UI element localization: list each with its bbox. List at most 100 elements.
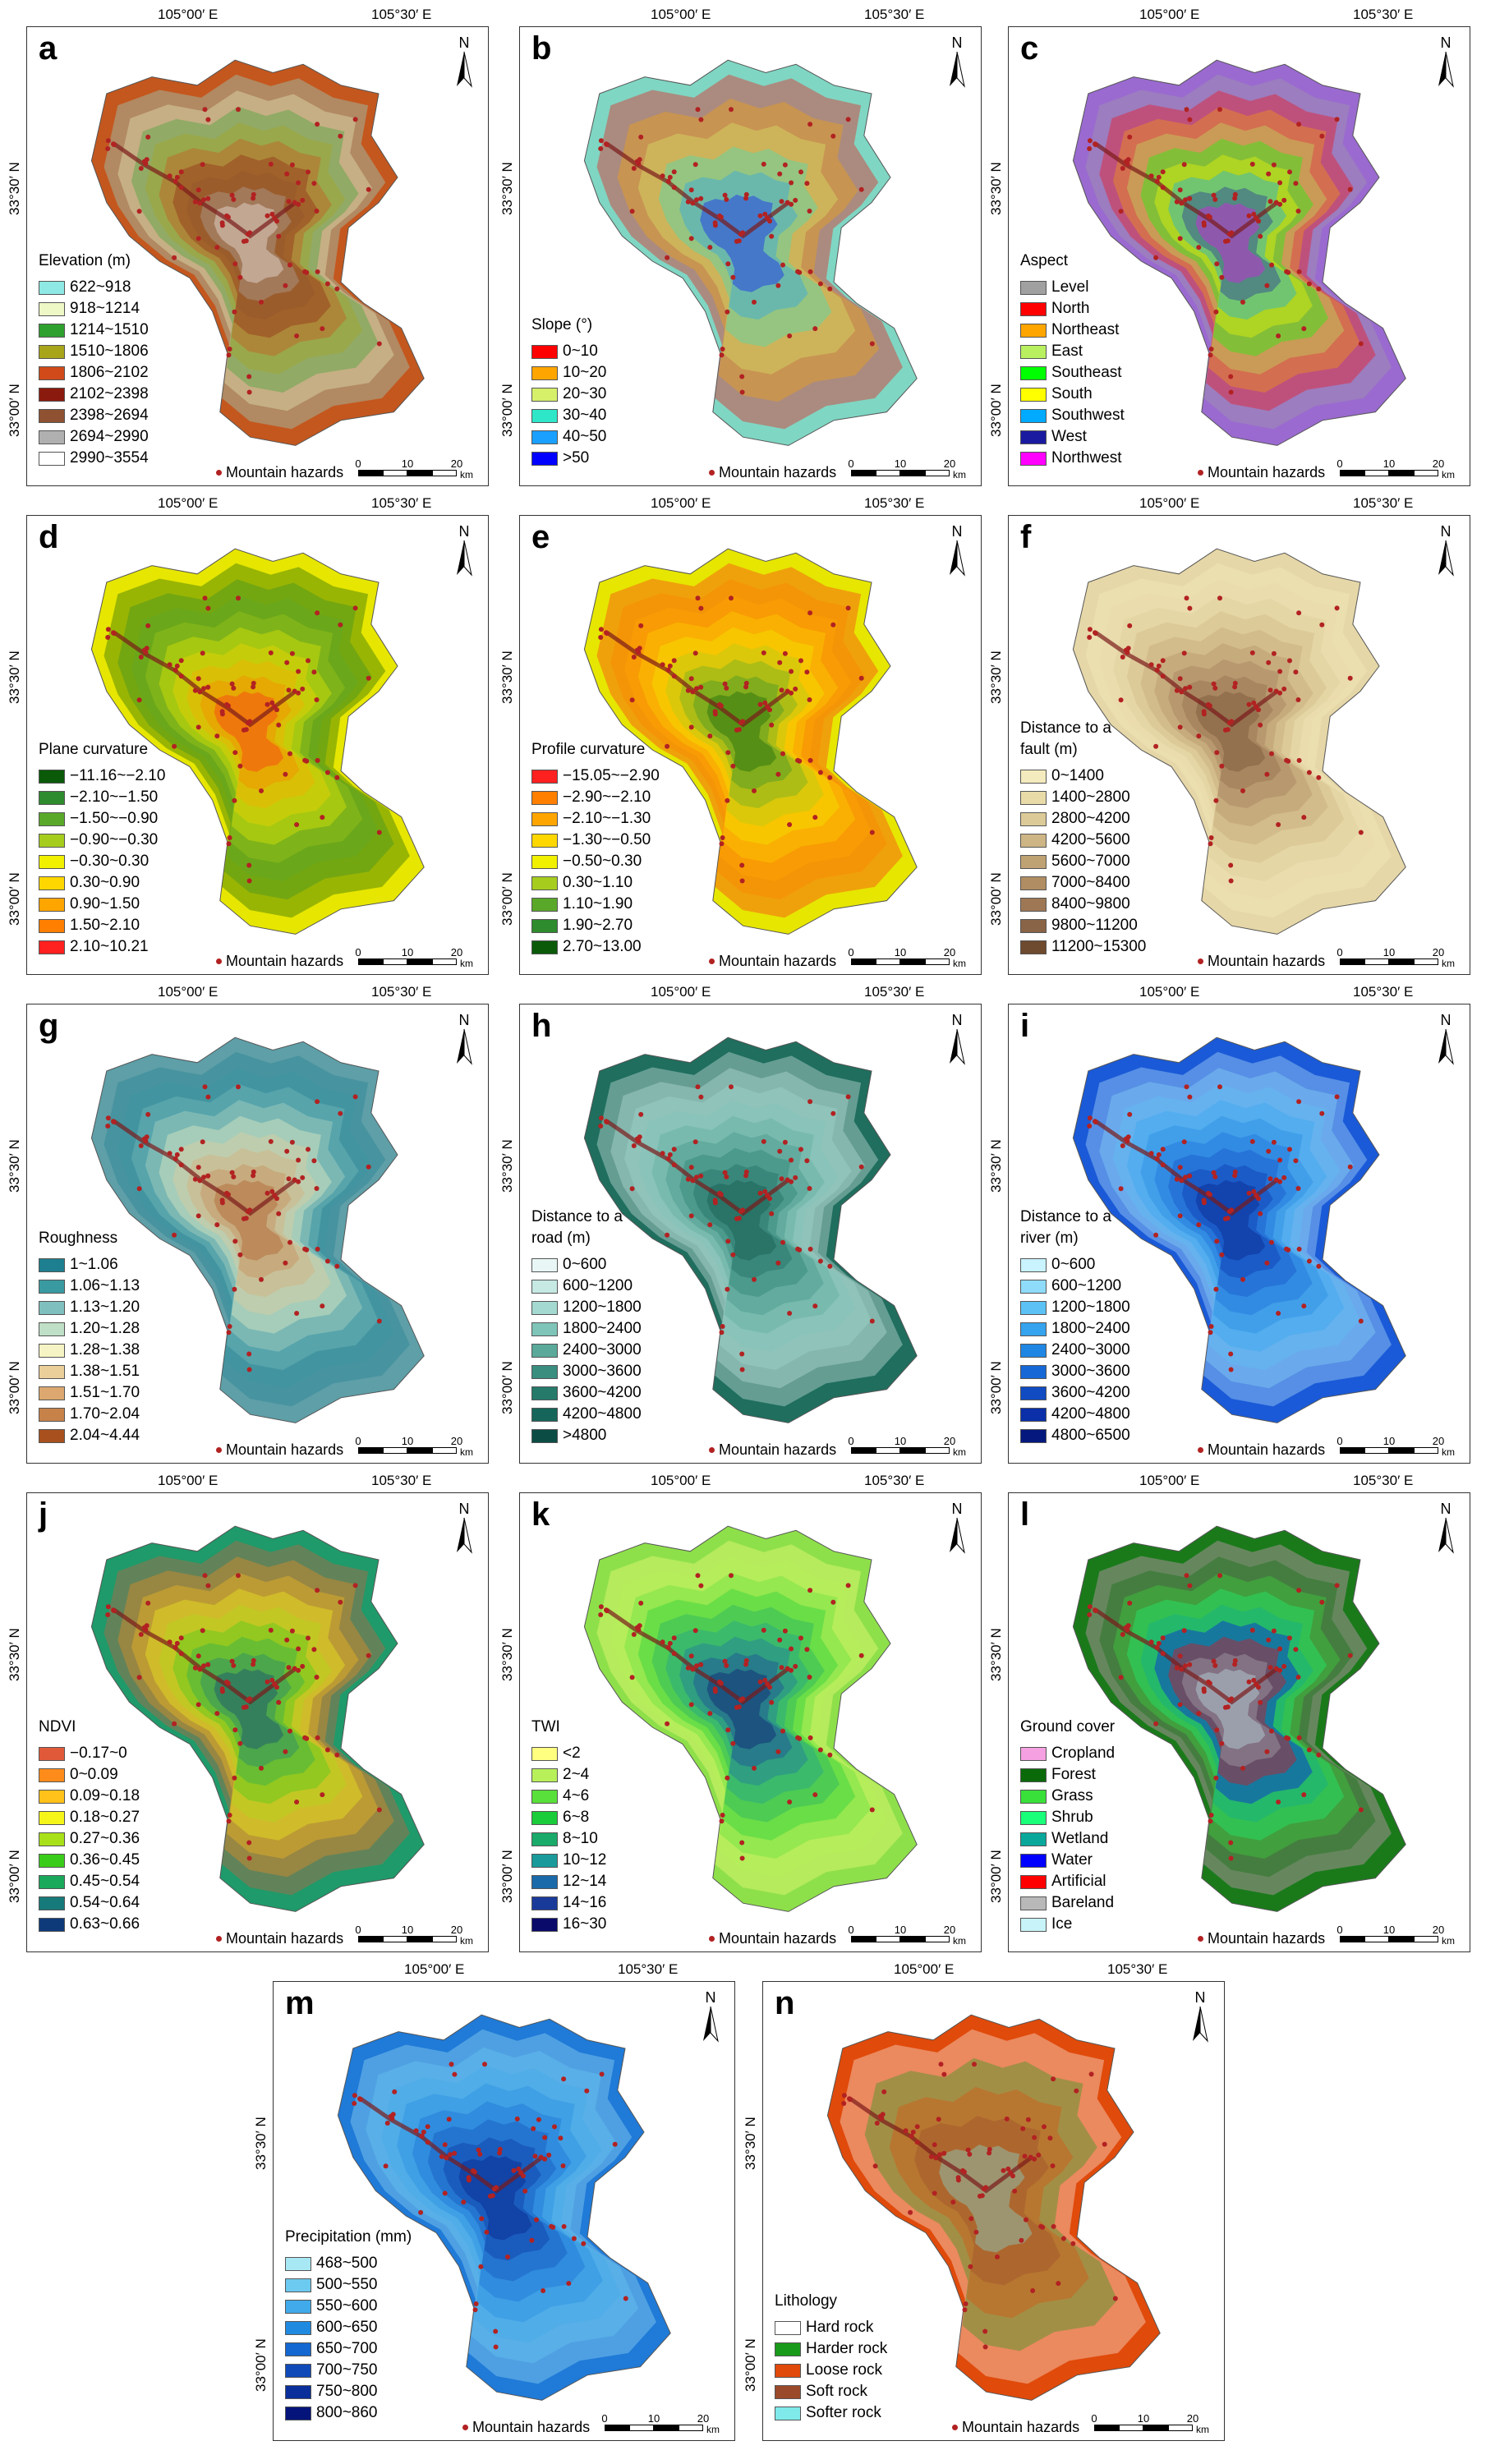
lat-label: 33°00′ N (7, 1361, 22, 1414)
hazard-point (1004, 2116, 1010, 2122)
scale-tick: 0 (355, 946, 361, 958)
scale-bar: 0 10 20 km (848, 946, 966, 971)
hazard-label: Mountain hazards (1208, 953, 1326, 969)
hazard-point (782, 162, 788, 168)
class-band (1099, 579, 1376, 900)
hazard-point (546, 2152, 552, 2158)
hazard-point (967, 2151, 973, 2157)
legend-item: 2990~3554 (39, 448, 149, 469)
hazard-point (604, 1607, 609, 1613)
legend-item: 550~600 (285, 2296, 412, 2317)
hazard-point (688, 1702, 694, 1708)
hazard-point (780, 751, 785, 756)
hazard-point (1264, 1260, 1270, 1266)
hazard-point (1229, 1207, 1235, 1213)
legend-swatch (531, 1917, 558, 1932)
north-label: N (951, 523, 963, 540)
legend-label: 1.28~1.38 (70, 1341, 140, 1358)
class-band (117, 90, 394, 411)
hazard-point (214, 733, 220, 739)
hazard-point (477, 2151, 483, 2157)
scale-tick: 0 (355, 457, 361, 470)
hazard-point (671, 1162, 677, 1168)
hazard-point (1153, 1232, 1159, 1238)
hazard-point (830, 1110, 836, 1116)
hazard-dot-icon (952, 2425, 958, 2430)
hazard-point (1087, 146, 1093, 151)
legend-label: Shrub (1051, 1809, 1093, 1826)
study-area-map (90, 548, 425, 935)
legend-item: Hard rock (775, 2317, 887, 2338)
hazard-point (201, 197, 206, 203)
hazard-point (1319, 1110, 1325, 1116)
hazard-point (324, 1258, 330, 1264)
hazard-point (1281, 1175, 1287, 1180)
class-band (1113, 595, 1360, 881)
scale-tick: 10 (401, 1435, 414, 1447)
panel-label: n (775, 1985, 795, 2021)
scale-bar: 0 10 20 km (848, 1435, 966, 1460)
legend-label: >4800 (563, 1427, 607, 1444)
hazard-point (724, 196, 729, 202)
hazard-point (581, 2241, 587, 2246)
hazard-point (667, 663, 673, 669)
hazard-point (274, 218, 279, 224)
hazard-point (478, 2264, 484, 2269)
hazard-point (807, 1588, 813, 1593)
legend-item: 500~550 (285, 2274, 412, 2296)
hazard-point (449, 2062, 454, 2067)
north-arrow-icon: N (943, 35, 971, 93)
hazard-point (479, 2216, 485, 2222)
class-band (1113, 1083, 1360, 1370)
lon-label: 105°00′ E (1139, 984, 1200, 1000)
legend-label: 0.09~0.18 (70, 1787, 140, 1804)
map-panel-c: c N Aspect Level North Northeast East Southeast… (1008, 26, 1470, 486)
hazard-point (1087, 635, 1093, 640)
scale-unit: km (460, 1935, 473, 1947)
legend-label: 7000~8400 (1051, 874, 1130, 891)
class-band (104, 1540, 410, 1896)
legend-swatch (775, 2320, 801, 2335)
hazard-point (105, 1612, 111, 1617)
legend-label: 4200~4800 (563, 1405, 642, 1423)
hazard-point (789, 1646, 794, 1652)
hazard-point (265, 1679, 270, 1685)
hazard-point (145, 1111, 151, 1117)
legend-label: −0.50~0.30 (563, 853, 642, 870)
legend-item: West (1020, 426, 1125, 448)
hazard-point (869, 1807, 875, 1813)
class-band (1099, 1556, 1376, 1878)
hazard-point (736, 1216, 742, 1221)
legend-item: 1400~2800 (1020, 787, 1146, 808)
legend-swatch (1020, 344, 1047, 359)
legend-item: 2.04~4.44 (39, 1425, 140, 1446)
hazard-point (1225, 727, 1231, 733)
hazard-point (739, 389, 745, 395)
hazard-point (973, 2229, 979, 2235)
hazard-point (1225, 1704, 1231, 1710)
legend-item: >4800 (531, 1425, 642, 1446)
class-band (1154, 643, 1313, 827)
hazard-point (1207, 1680, 1212, 1686)
hazard-point (1093, 630, 1097, 636)
hazard-point (757, 1190, 763, 1196)
legend-item: 0.63~0.66 (39, 1914, 140, 1935)
legend-label: −2.90~−2.10 (563, 788, 651, 806)
hazard-point (725, 309, 730, 315)
legend-item: 4800~6500 (1020, 1425, 1130, 1446)
lon-label: 105°00′ E (651, 1473, 711, 1488)
legend-item: 3600~4200 (531, 1382, 642, 1404)
hazard-point (827, 286, 833, 292)
hazard-point (232, 261, 238, 267)
hazard-point (1093, 1119, 1097, 1124)
hazard-point (1219, 1740, 1225, 1746)
lat-label: 33°30′ N (499, 1139, 515, 1193)
hazard-legend: Mountain hazards (952, 2419, 1079, 2436)
hazard-point (311, 1158, 317, 1164)
legend-label: −2.10~−1.50 (70, 788, 159, 806)
north-label: N (458, 1501, 470, 1517)
hazard-point (1219, 1252, 1225, 1257)
legend-item: 7000~8400 (1020, 872, 1146, 894)
lon-label: 105°30′ E (371, 495, 432, 511)
hazard-point (178, 658, 184, 664)
